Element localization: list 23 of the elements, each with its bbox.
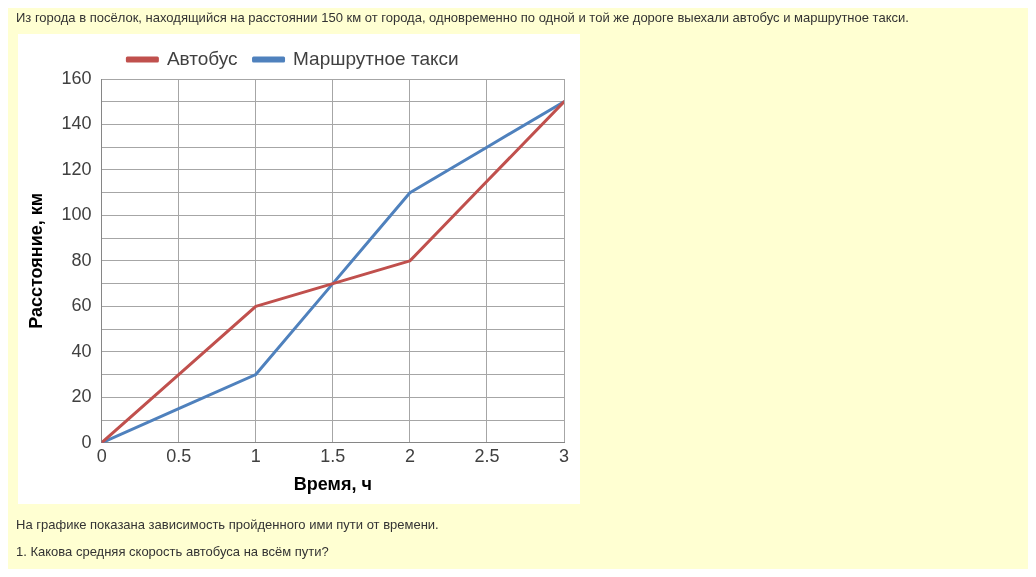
y-tick-label: 0	[81, 431, 92, 452]
x-tick-label: 0	[96, 445, 107, 466]
x-tick-label: 1	[250, 445, 261, 466]
x-tick-label: 0.5	[166, 445, 192, 466]
chart-title: Из города в посёлок, находящийся на расстоянии 150 км от города, одновременно по одной и той же дороге выехали автобус и маршрутное такси.	[15, 9, 910, 25]
x-axis-title: Время, ч	[293, 474, 372, 495]
text: 1. Какова средняя скорость автобуса на всём пути?	[15, 544, 330, 559]
text: На графике показана зависимость пройденного ими пути от времени.	[15, 517, 440, 532]
legend-label: Маршрутное такси	[293, 47, 459, 69]
x-tick-label: 1.5	[320, 445, 346, 466]
x-tick-label: 2	[404, 445, 415, 466]
x-tick-label: 3	[558, 445, 570, 466]
y-tick-label: 160	[61, 67, 92, 88]
y-tick-label: 80	[71, 249, 92, 270]
x-tick-label: 2.5	[474, 445, 500, 466]
y-tick-label: 120	[61, 158, 92, 179]
y-tick-label: 60	[71, 295, 92, 316]
y-axis-title: Расстояние, км	[25, 192, 46, 329]
y-tick-label: 20	[71, 386, 92, 407]
y-tick-label: 40	[71, 340, 92, 361]
y-tick-label: 140	[61, 113, 92, 134]
y-tick-label: 100	[61, 204, 92, 225]
legend-label: Автобус	[166, 47, 238, 69]
